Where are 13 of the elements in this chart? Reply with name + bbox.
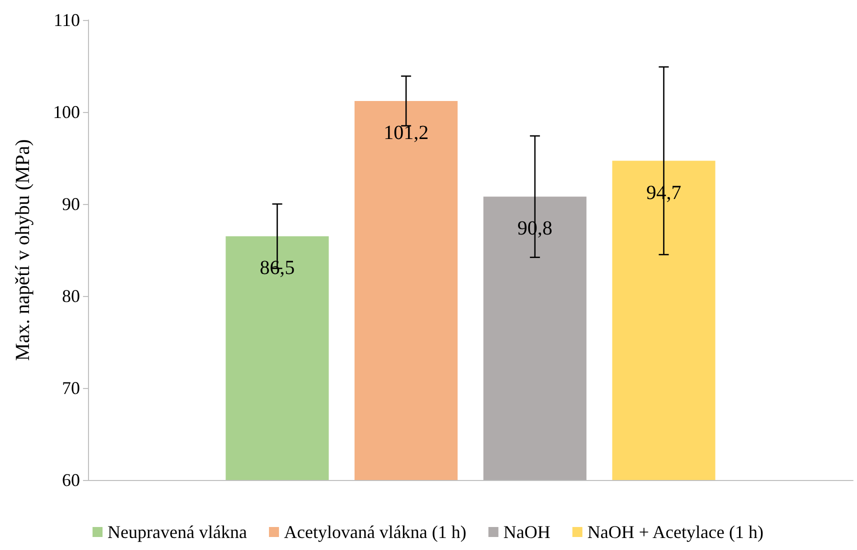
y-tick-label: 70 bbox=[62, 378, 80, 398]
y-tick-label: 60 bbox=[62, 470, 80, 490]
data-label: 101,2 bbox=[384, 122, 429, 144]
y-tick-label: 100 bbox=[53, 102, 80, 122]
data-label: 86,5 bbox=[260, 257, 295, 280]
y-tick-label: 110 bbox=[54, 10, 80, 30]
legend-label: NaOH bbox=[503, 522, 550, 542]
legend-label: Acetylovaná vlákna (1 h) bbox=[284, 522, 466, 542]
y-tick-label: 90 bbox=[62, 194, 80, 214]
legend-label: NaOH + Acetylace (1 h) bbox=[587, 522, 764, 542]
legend-label: Neupravená vlákna bbox=[108, 522, 247, 542]
y-axis-title: Max. napětí v ohybu (MPa) bbox=[12, 139, 34, 361]
y-tick-label: 80 bbox=[62, 286, 80, 306]
